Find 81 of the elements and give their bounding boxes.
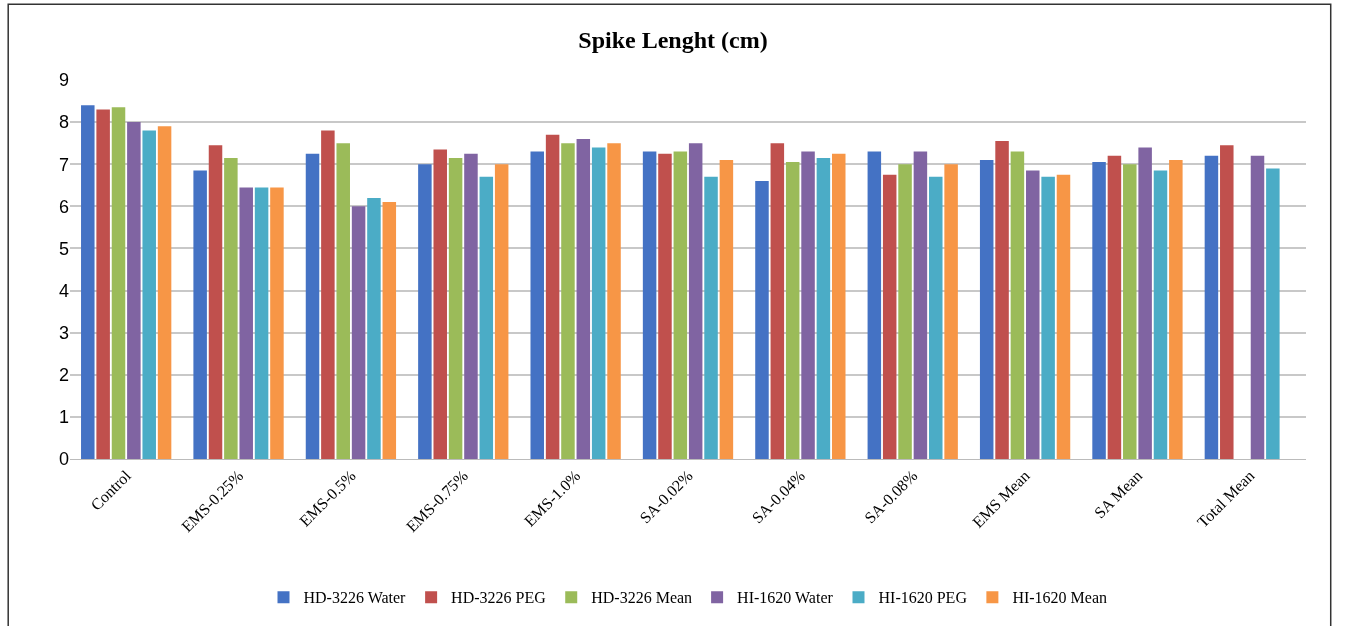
bar: [832, 153, 846, 459]
legend-label: HI-1620 Water: [737, 589, 834, 607]
legend-label: HD-3226 PEG: [451, 589, 547, 607]
bar: [755, 181, 769, 459]
bar: [816, 157, 831, 459]
bar: [127, 122, 141, 459]
bar: [336, 143, 350, 459]
bar: [719, 160, 734, 459]
bar: [785, 162, 800, 459]
bar: [96, 109, 110, 459]
bar: [464, 153, 478, 459]
legend-label: HD-3226 Water: [303, 589, 407, 607]
bar: [270, 187, 284, 459]
y-tick-label: 8: [58, 112, 69, 133]
bar: [929, 176, 943, 459]
y-tick-label: 2: [58, 365, 69, 386]
bar: [367, 197, 381, 459]
bar: [673, 151, 688, 459]
bar: [111, 107, 126, 459]
bar: [479, 176, 494, 459]
bar: [418, 164, 432, 459]
bar: [1010, 151, 1025, 459]
bar: [193, 170, 207, 459]
bar: [382, 202, 397, 459]
bar: [995, 141, 1009, 459]
bar: [545, 134, 560, 459]
bar: [157, 126, 172, 459]
bar: [607, 143, 621, 459]
bar: [688, 143, 703, 459]
bar: [224, 157, 238, 459]
bar: [239, 187, 253, 459]
bar: [642, 151, 657, 459]
bar: [704, 176, 718, 459]
bar: [1041, 176, 1055, 459]
y-tick-label: 3: [58, 322, 69, 343]
bar: [882, 174, 897, 459]
bar: [1169, 160, 1183, 459]
bar: [576, 138, 591, 459]
legend-label: HI-1620 PEG: [878, 589, 968, 607]
bar: [867, 151, 882, 459]
bar: [561, 143, 575, 459]
bar: [530, 151, 544, 459]
y-tick-label: 4: [58, 280, 69, 301]
bar: [1204, 155, 1219, 459]
bar: [1123, 164, 1137, 459]
bar: [898, 164, 912, 459]
legend-label: HI-1620 Mean: [1012, 589, 1108, 607]
y-tick-label: 6: [58, 196, 69, 217]
bar: [1092, 162, 1106, 459]
bar: [1107, 155, 1122, 459]
bar: [944, 164, 958, 459]
y-tick-label: 9: [58, 70, 69, 91]
bar: [81, 105, 95, 459]
bar: [448, 157, 463, 459]
y-tick-label: 7: [58, 154, 69, 175]
y-tick-label: 5: [58, 238, 69, 259]
bar: [433, 149, 447, 459]
bar: [770, 143, 785, 459]
bar: [1138, 147, 1152, 459]
bar: [658, 153, 672, 459]
bar: [1026, 170, 1040, 459]
bar: [208, 145, 223, 459]
legend-label: HD-3226 Mean: [591, 589, 693, 607]
bar: [142, 130, 156, 459]
bar: [1266, 168, 1280, 459]
bar: [1056, 174, 1071, 459]
bar: [801, 151, 815, 459]
y-tick-label: 1: [58, 407, 69, 428]
bar: [321, 130, 335, 459]
bar: [913, 151, 928, 459]
bar: [254, 187, 269, 459]
chart-title: Spike Lenght (cm): [578, 27, 768, 54]
bar: [351, 206, 366, 459]
bar: [1153, 170, 1168, 459]
bar: [305, 153, 320, 459]
bar: [591, 147, 606, 459]
bar: [1250, 155, 1265, 459]
bar: [1220, 145, 1234, 459]
y-tick-label: 0: [58, 449, 69, 470]
bar: [979, 160, 994, 459]
bar: [494, 164, 509, 459]
